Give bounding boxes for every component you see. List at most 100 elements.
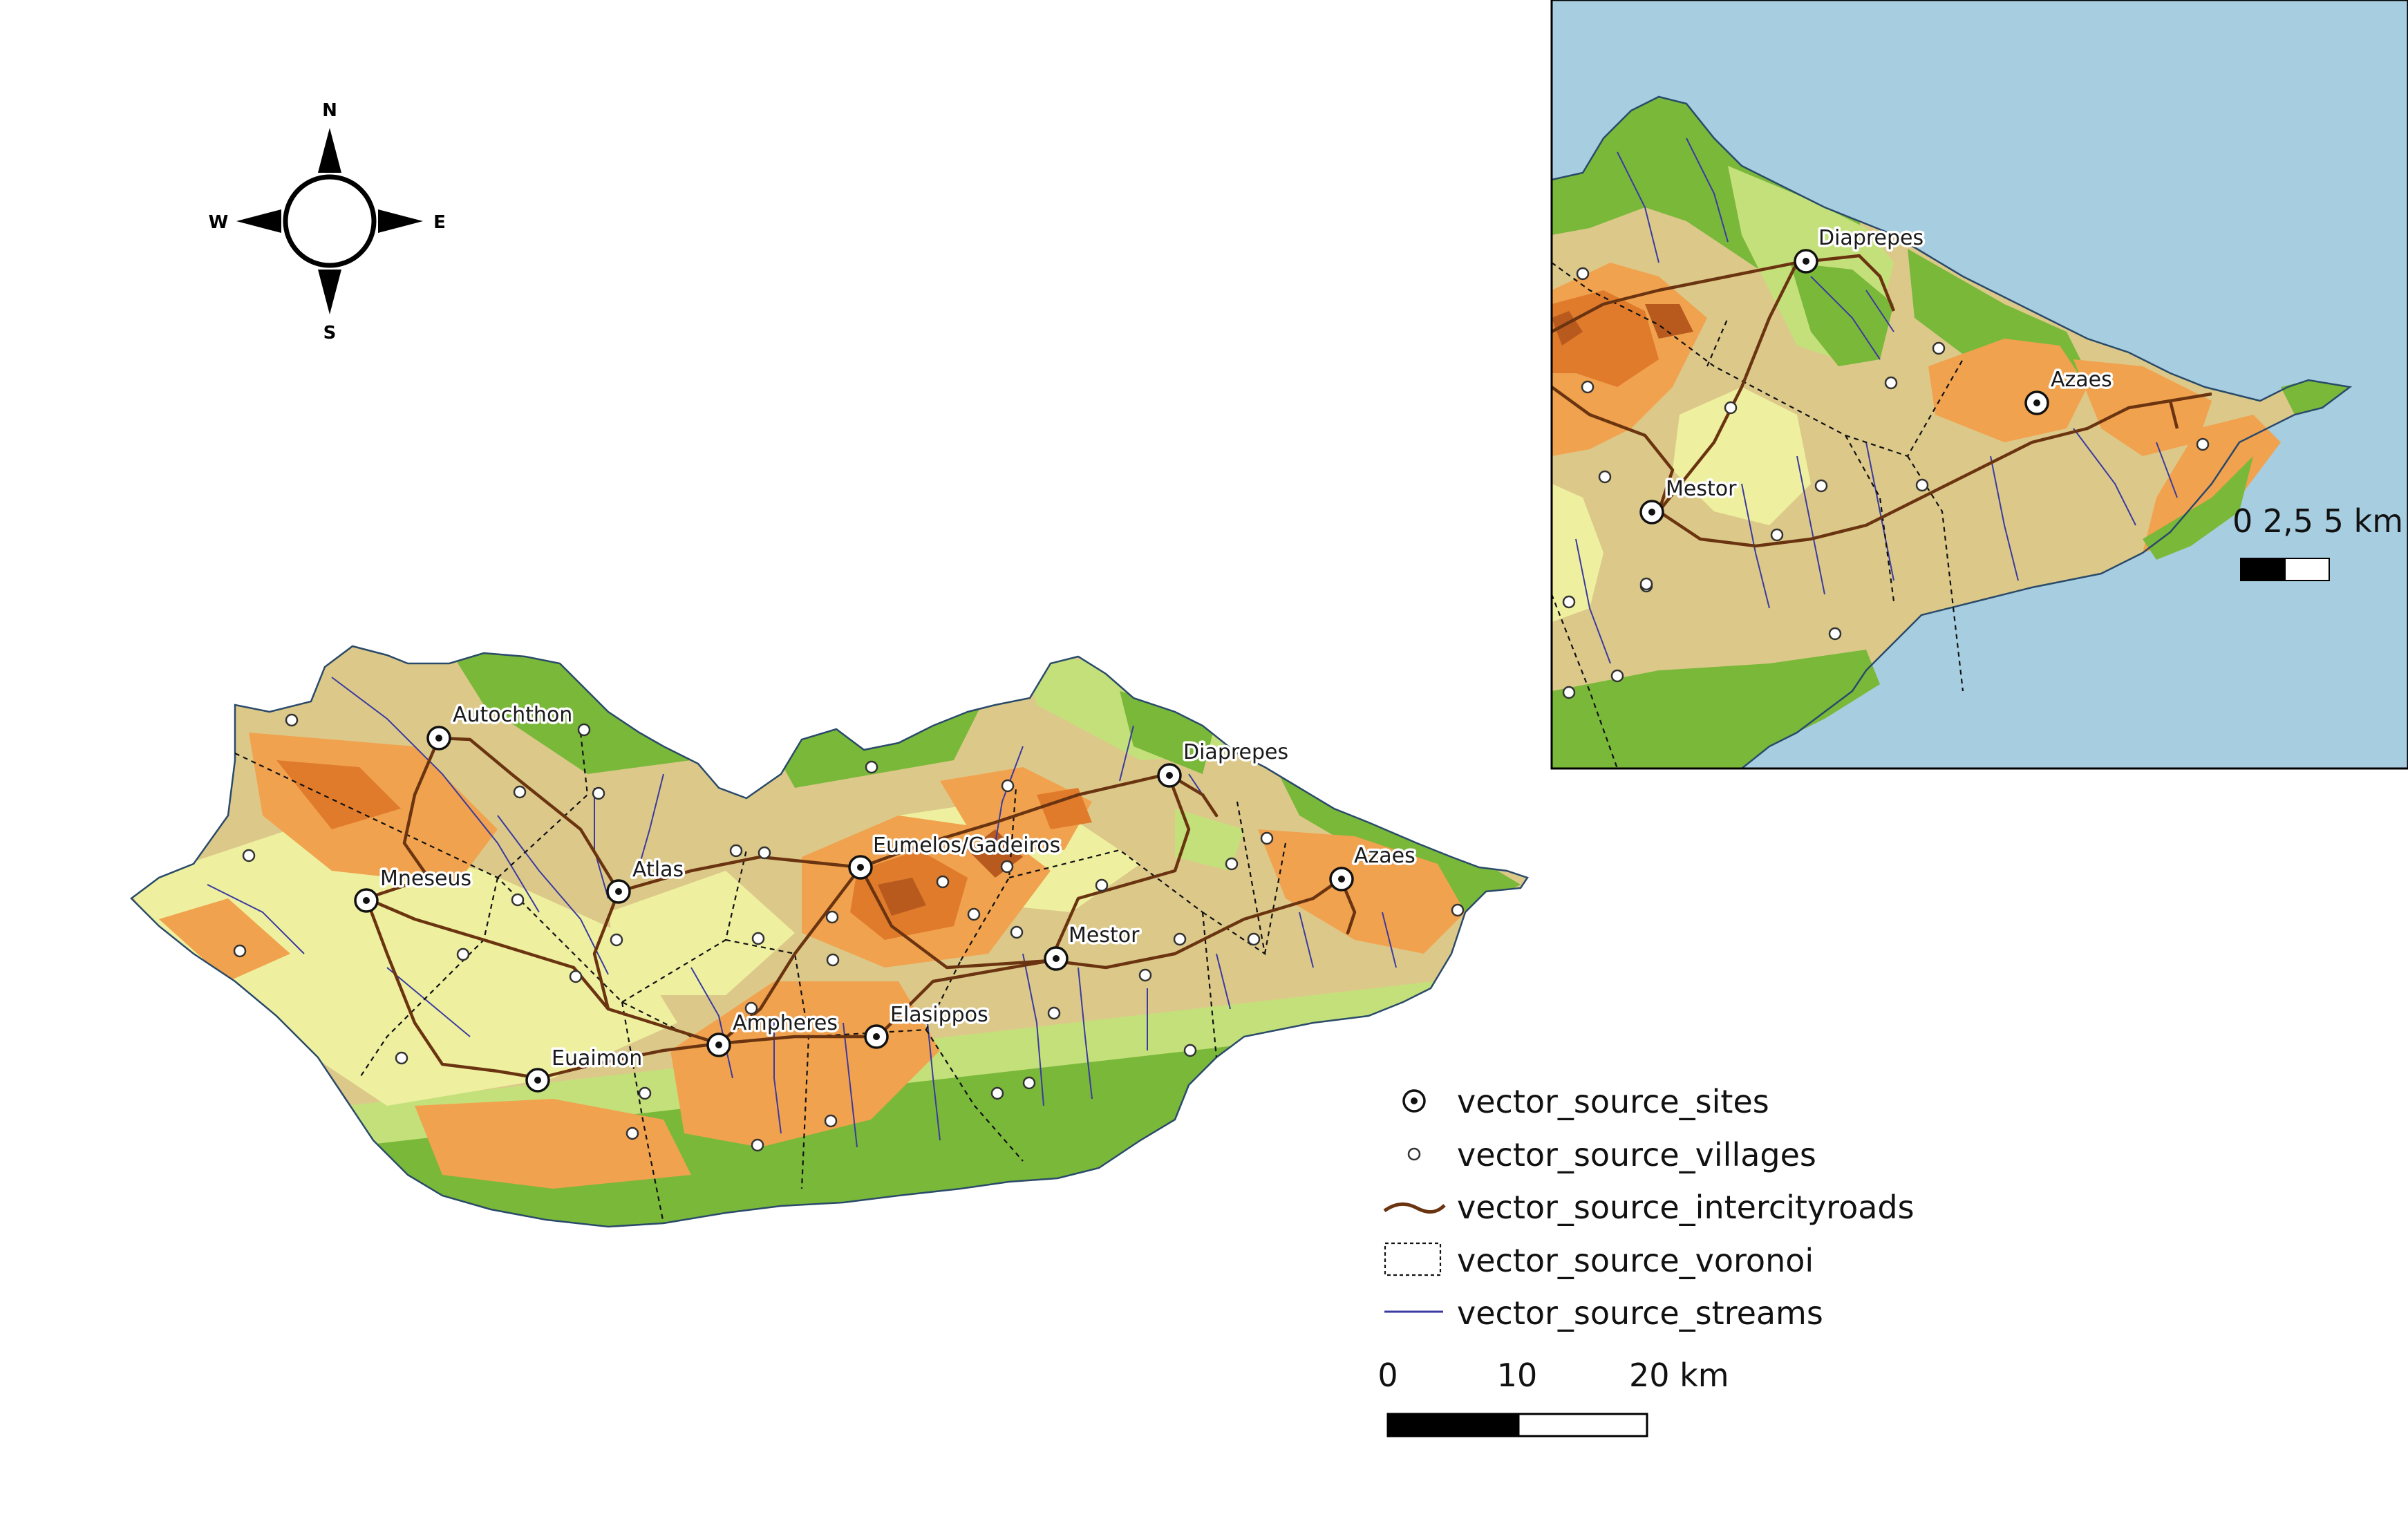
inset-village-marker [1639, 577, 1653, 591]
site-euaimon[interactable]: Euaimon [525, 1044, 645, 1093]
village-marker [513, 785, 527, 799]
inset-map: Diaprepes Azaes Mestor 0 2,5 5 km [1550, 0, 2408, 770]
scalebar: 0 10 20 km [1377, 1357, 1729, 1437]
compass-north-arrow [318, 128, 341, 173]
village-marker [395, 1051, 408, 1065]
village-marker [456, 947, 470, 961]
inset-village-marker [1576, 267, 1590, 281]
legend-voronoi-symbol [1384, 1242, 1442, 1276]
village-marker [1095, 878, 1109, 892]
site-marker-dot [1053, 955, 1060, 962]
legend-item-streams: vector_source_streams [1384, 1294, 1823, 1332]
compass-rose: N S W E [209, 100, 446, 343]
inset-villages [1562, 267, 2210, 699]
site-marker-dot [873, 1033, 880, 1040]
scalebar-segment-light [1517, 1413, 1648, 1437]
village-marker [865, 760, 878, 774]
legend-label: vector_source_intercityroads [1457, 1189, 1915, 1226]
village-marker [1047, 1006, 1061, 1020]
site-label: Euaimon [552, 1046, 642, 1070]
site-elasippos[interactable]: Elasippos [864, 1001, 990, 1049]
village-marker [1173, 932, 1187, 946]
legend: vector_source_sites vector_source_villag… [1383, 1083, 1915, 1332]
legend-village-symbol [1407, 1147, 1421, 1161]
inset-frame [1550, 0, 2408, 770]
inset-site-mestor[interactable]: Mestor [1639, 475, 1740, 525]
inset-village-marker [1562, 595, 1576, 609]
site-marker-dot [1803, 258, 1809, 265]
village-marker [990, 1086, 1004, 1100]
village-marker [625, 1126, 639, 1140]
village-marker [1010, 925, 1024, 939]
inset-streams [1575, 138, 2178, 664]
inset-site-diaprepes[interactable]: Diaprepes [1794, 224, 1926, 274]
site-diaprepes[interactable]: Diaprepes [1157, 738, 1291, 788]
inset-village-marker [1828, 627, 1842, 641]
compass-south-arrow [318, 270, 341, 314]
site-label: Ampheres [733, 1011, 838, 1035]
inset-village-marker [1562, 686, 1576, 699]
village-marker [1001, 779, 1015, 793]
village-marker [242, 849, 256, 862]
village-marker [610, 933, 623, 947]
village-marker [826, 953, 840, 967]
inset-village-marker [1770, 528, 1784, 542]
scalebar-tick-0: 0 [1377, 1357, 1398, 1394]
site-azaes[interactable]: Azaes [1329, 842, 1418, 892]
legend-site-symbol-dot [1411, 1097, 1418, 1104]
site-marker-dot [363, 897, 370, 904]
legend-road-symbol [1383, 1202, 1446, 1214]
compass-east-label: E [433, 212, 446, 233]
scalebar-tick-10: 10 [1497, 1357, 1538, 1394]
inset-village-marker [1814, 479, 1828, 493]
legend-label: vector_source_villages [1457, 1136, 1816, 1173]
site-eumelos-gadeiros[interactable]: Eumelos/Gadeiros [848, 831, 1063, 880]
village-marker [824, 1114, 838, 1128]
site-label: Azaes [1354, 844, 1415, 868]
inset-site-azaes[interactable]: Azaes [2024, 366, 2114, 415]
inset-village-marker [1724, 401, 1738, 415]
site-ampheres[interactable]: Ampheres [706, 1009, 840, 1057]
village-marker [1260, 831, 1274, 845]
inset-scalebar: 0 2,5 5 km [2232, 502, 2403, 581]
village-marker [751, 932, 765, 945]
terrain [131, 646, 1527, 1227]
site-marker-dot [534, 1077, 541, 1084]
intercity-roads [364, 736, 1357, 1080]
inset-village-marker [1610, 669, 1624, 683]
compass-west-label: W [209, 212, 229, 233]
site-mestor[interactable]: Mestor [1044, 921, 1142, 971]
legend-label: vector_source_sites [1457, 1083, 1769, 1120]
site-label: Eumelos/Gadeiros [873, 833, 1060, 858]
voronoi-boundaries [234, 732, 1287, 1224]
site-atlas[interactable]: Atlas [606, 856, 686, 904]
village-marker [569, 970, 583, 983]
village-marker [1000, 860, 1014, 874]
inset-scale-label: 0 2,5 5 km [2232, 502, 2403, 540]
site-label: Diaprepes [1818, 226, 1923, 250]
inset-scale-segment-dark [2240, 558, 2286, 581]
legend-item-sites: vector_source_sites [1402, 1083, 1769, 1120]
site-marker-dot [1338, 876, 1345, 883]
main-map: Autochthon Mneseus Atlas Eumelos/Gadeiro… [130, 645, 1529, 1228]
site-label: Mneseus [380, 867, 471, 891]
site-mneseus[interactable]: Mneseus [354, 865, 474, 913]
village-marker [1022, 1076, 1036, 1090]
village-marker [285, 713, 299, 727]
site-autochthon[interactable]: Autochthon [426, 701, 575, 751]
village-marker [1183, 1044, 1197, 1057]
inset-village-marker [1598, 470, 1612, 484]
inset-coastline [1552, 95, 2353, 768]
village-marker [577, 723, 591, 737]
compass-east-arrow [378, 209, 423, 233]
legend-label: vector_source_streams [1457, 1294, 1823, 1332]
compass-west-arrow [236, 209, 281, 233]
village-marker [751, 1138, 764, 1152]
site-label: Mestor [1069, 923, 1140, 947]
legend-item-voronoi: vector_source_voronoi [1384, 1242, 1814, 1279]
village-marker [592, 786, 605, 800]
village-marker [1451, 903, 1465, 917]
site-marker-dot [435, 735, 442, 742]
inset-village-marker [2196, 437, 2210, 451]
